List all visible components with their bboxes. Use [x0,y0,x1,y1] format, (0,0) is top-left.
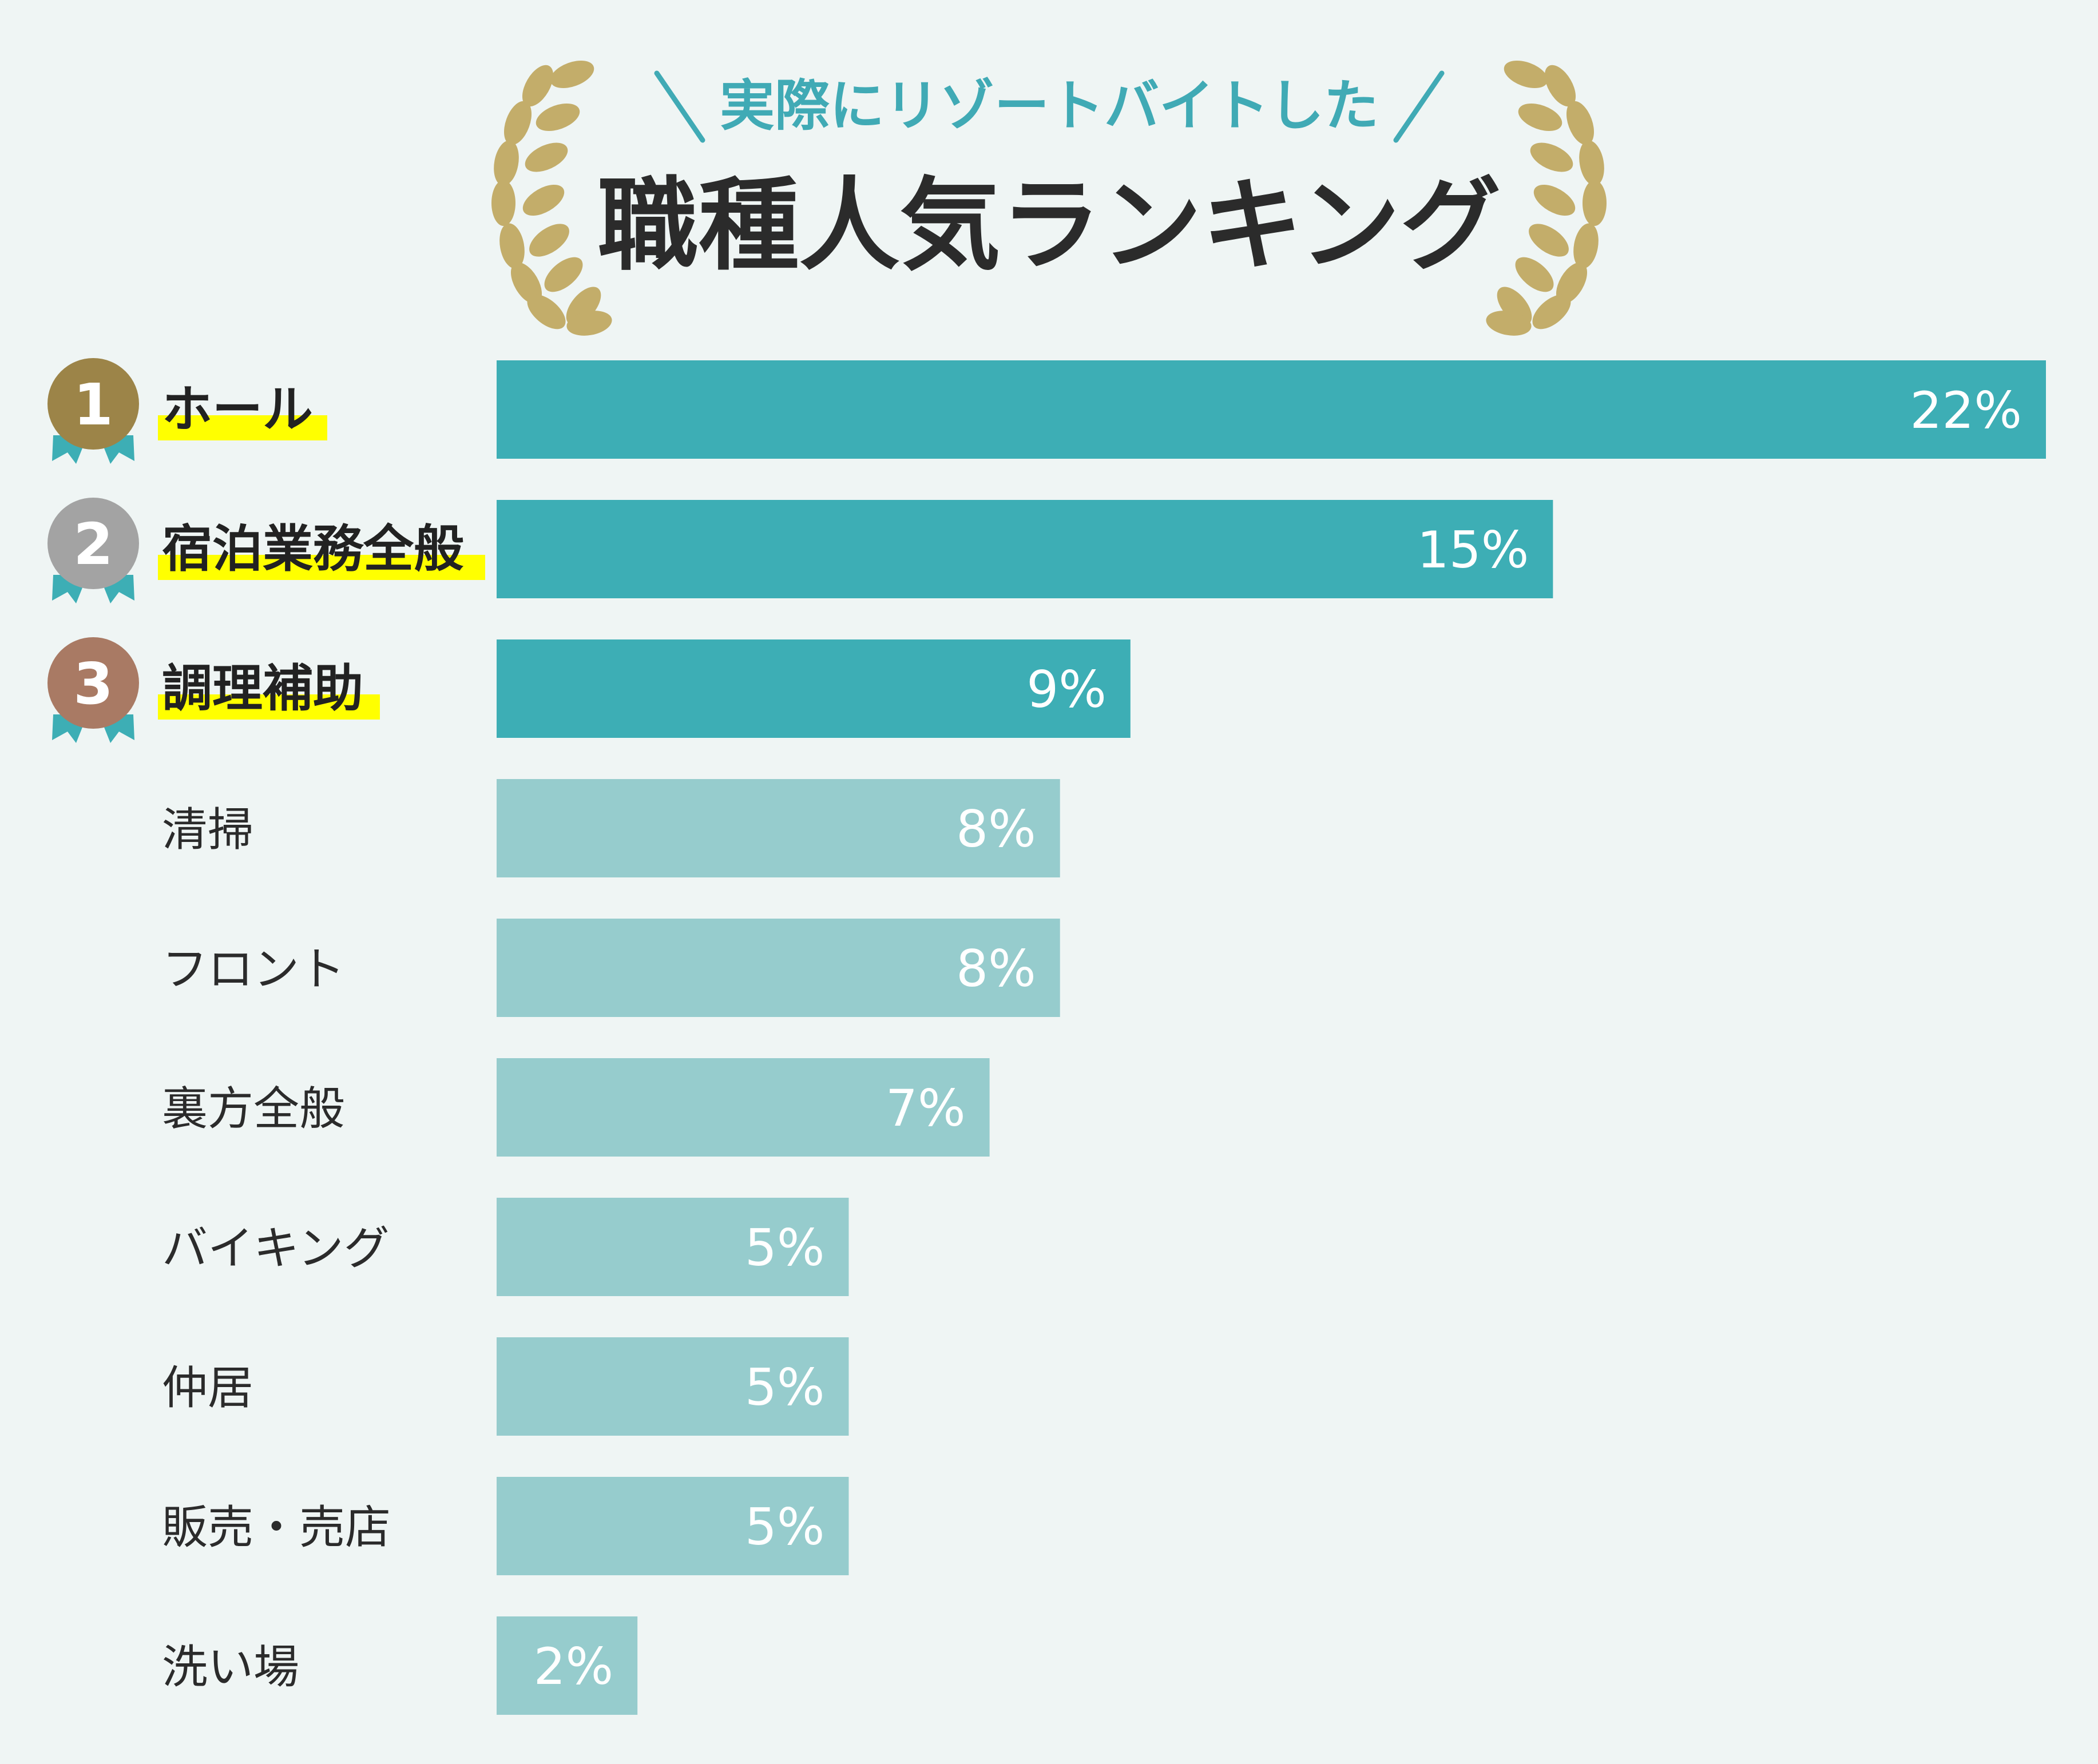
bar [497,1058,990,1157]
bar-value-label: 5% [745,1218,825,1277]
bar [497,1616,638,1715]
bar-rows: 22% ホール 1 15% 宿泊業務全般 2 9% 調理補助 3 8% 清掃 8% フロント 7% 裏方全般… [47,358,2046,1715]
medal-rank-number: 1 [73,371,113,438]
laurel-leaf [522,65,554,107]
laurel-leaf [503,101,532,145]
laurel-leaf [522,184,565,216]
laurel-leaf [491,180,515,226]
bar [497,1337,849,1436]
bar-value-label: 5% [745,1358,825,1417]
label-highlight [158,415,327,440]
category-label: 仲居 [162,1361,253,1415]
laurel-leaf [544,257,583,292]
bar [497,639,1131,738]
laurel-leaf [525,142,568,172]
laurel-leaf [510,262,542,304]
bar [497,919,1060,1017]
bar-value-label: 8% [956,939,1036,998]
bar-value-label: 8% [956,800,1036,859]
label-highlight [158,694,380,720]
medal-disc [47,498,139,589]
subtitle-left-slash [654,70,705,143]
laurel-leaf [1530,142,1573,172]
medal-rank-number: 3 [73,650,113,717]
laurel-leaf [1529,224,1569,257]
medal-disc [47,637,139,729]
laurel-leaf [1486,311,1532,336]
laurel-leaf [1566,101,1595,145]
category-label: 販売・売店 [162,1501,391,1554]
laurel-leaf [1533,184,1576,216]
laurel-leaf [499,223,525,269]
category-label: 調理補助 [162,659,363,718]
laurel-leaf [1497,287,1532,325]
laurel-leaf [1573,223,1599,269]
laurel-leaf [566,287,601,325]
bar [497,779,1060,877]
laurel-leaf [550,60,594,89]
bar [497,360,2046,459]
chart-subtitle: 実際にリゾートバイトした [720,74,1379,138]
category-label: フロント [162,943,345,996]
bar-value-label: 15% [1417,521,1529,579]
laurel-leaf [1532,294,1571,329]
category-label: バイキング [162,1222,390,1275]
bar [497,1477,849,1575]
medal-rank-number: 2 [73,511,113,578]
laurel-leaf [1518,103,1562,132]
laurel-leaf [1504,60,1548,89]
laurel-icon [491,60,1607,336]
chart-title: 職種人気ランキング [598,167,1501,284]
category-label: 宿泊業務全般 [162,519,464,578]
medal-icon: 3 [47,637,139,743]
bar-value-label: 22% [1910,381,2022,440]
laurel-leaf [494,140,519,186]
subtitle-right-slash [1393,70,1445,143]
category-label: 清掃 [162,803,253,856]
bar-value-label: 9% [1026,660,1106,719]
laurel-leaf [1579,140,1604,186]
category-label: 裏方全般 [162,1082,345,1135]
category-label: ホール [162,380,313,439]
laurel-leaf [527,294,566,329]
label-highlight [158,555,485,580]
category-label: 洗い場 [162,1640,299,1694]
medal-disc [47,358,139,450]
laurel-leaf [1515,257,1554,292]
bar-value-label: 7% [886,1079,966,1138]
bar-value-label: 5% [745,1497,825,1556]
laurel-leaf [1556,262,1588,304]
laurel-leaf [536,103,580,132]
laurel-leaf [566,311,612,336]
bar [497,500,1553,598]
laurel-leaf [1583,180,1607,226]
medal-icon: 1 [47,358,139,464]
bar [497,1198,849,1296]
laurel-leaf [529,224,569,257]
medal-icon: 2 [47,498,139,603]
laurel-leaf [1544,65,1576,107]
bar-value-label: 2% [534,1637,614,1696]
